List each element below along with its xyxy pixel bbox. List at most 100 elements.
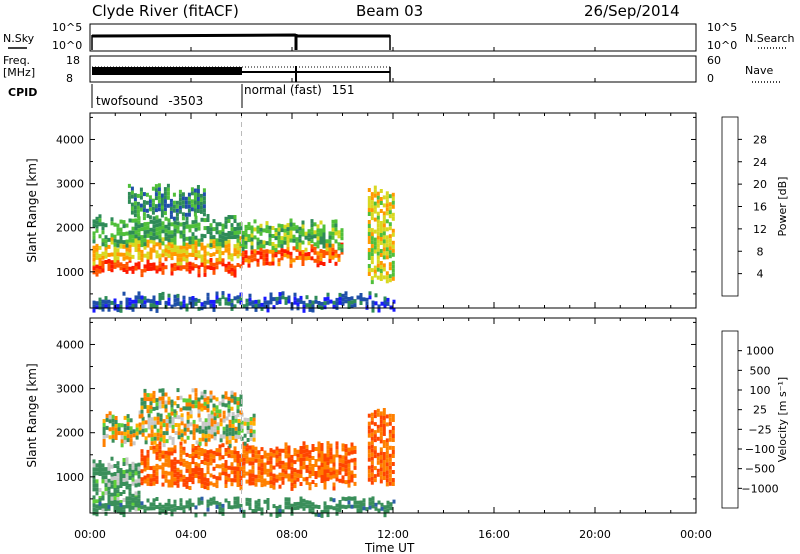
range-time-cell <box>162 423 166 428</box>
range-time-cell <box>382 424 386 428</box>
range-time-cell <box>266 452 270 457</box>
range-time-cell <box>215 245 219 250</box>
range-time-cell <box>137 236 141 241</box>
range-time-cell <box>155 227 159 232</box>
range-time-cell <box>185 504 189 509</box>
range-time-cell <box>133 197 137 202</box>
range-time-cell <box>243 433 247 438</box>
range-time-cell <box>128 256 132 261</box>
range-time-cell <box>152 449 156 454</box>
range-time-cell <box>146 498 150 503</box>
range-time-cell <box>197 497 201 502</box>
range-time-cell <box>328 239 332 244</box>
range-time-cell <box>101 264 105 269</box>
range-time-cell <box>370 472 374 477</box>
range-time-cell <box>243 441 247 446</box>
range-time-cell <box>308 486 312 491</box>
range-time-cell <box>173 445 177 450</box>
range-time-cell <box>277 262 281 267</box>
range-time-cell <box>254 446 258 451</box>
range-time-cell <box>299 500 303 505</box>
range-time-cell <box>233 231 237 235</box>
range-time-cell <box>209 266 213 270</box>
range-time-cell <box>248 502 252 507</box>
range-time-cell <box>169 210 173 215</box>
range-time-cell <box>230 394 234 399</box>
range-time-cell <box>119 476 123 480</box>
range-time-cell <box>252 437 256 442</box>
range-time-cell <box>158 230 162 235</box>
range-time-cell <box>277 223 281 228</box>
range-time-cell <box>374 502 378 507</box>
range-time-cell <box>164 404 168 409</box>
range-time-cell <box>151 198 155 203</box>
range-time-cell <box>98 297 102 302</box>
range-time-cell <box>341 297 345 302</box>
range-time-cell <box>275 478 279 483</box>
range-time-cell <box>301 240 305 245</box>
range-time-cell <box>233 500 237 505</box>
range-time-cell <box>313 246 317 251</box>
range-time-cell <box>174 423 178 427</box>
range-time-cell <box>269 476 273 481</box>
range-time-cell <box>262 261 266 266</box>
range-time-cell <box>98 501 102 506</box>
range-time-cell <box>304 256 308 261</box>
range-time-cell <box>108 415 112 420</box>
range-time-cell <box>212 244 216 249</box>
range-time-cell <box>391 482 395 486</box>
range-time-cell <box>120 435 124 440</box>
range-time-cell <box>95 508 99 513</box>
range-time-cell <box>236 496 240 501</box>
range-time-cell <box>161 249 165 254</box>
range-time-cell <box>281 509 285 514</box>
range-time-cell <box>113 504 117 508</box>
range-time-cell <box>173 302 177 307</box>
range-time-cell <box>249 437 253 441</box>
range-time-cell <box>110 480 114 485</box>
range-time-cell <box>388 278 392 283</box>
range-time-cell <box>122 474 126 478</box>
range-time-cell <box>338 292 342 297</box>
range-time-cell <box>224 248 228 253</box>
range-time-cell <box>293 502 297 507</box>
range-time-cell <box>98 253 102 258</box>
range-time-cell <box>163 187 167 192</box>
range-time-cell <box>187 204 191 209</box>
range-time-cell <box>183 423 187 428</box>
range-time-cell <box>173 507 177 512</box>
range-time-cell <box>391 248 395 253</box>
range-time-cell <box>230 257 234 262</box>
range-time-cell <box>323 477 327 482</box>
nsky-left-tick-bottom: 10^0 <box>52 39 82 52</box>
range-time-cell <box>191 304 195 308</box>
range-time-cell <box>256 229 260 234</box>
range-time-cell <box>215 484 219 489</box>
range-time-cell <box>152 232 156 237</box>
range-time-cell <box>131 465 135 470</box>
range-time-cell <box>102 427 106 431</box>
range-time-cell <box>207 425 211 430</box>
range-time-cell <box>240 420 244 425</box>
range-time-cell <box>250 225 254 230</box>
range-time-cell <box>371 304 375 309</box>
range-time-cell <box>200 217 204 222</box>
range-time-cell <box>382 408 386 412</box>
range-time-cell <box>98 222 102 227</box>
range-time-cell <box>323 485 327 490</box>
range-time-cell <box>125 461 129 466</box>
range-time-cell <box>173 469 177 474</box>
range-time-cell <box>320 471 324 475</box>
range-time-cell <box>239 466 243 471</box>
range-time-cell <box>280 244 284 249</box>
range-time-cell <box>134 226 138 231</box>
range-time-cell <box>140 477 144 482</box>
range-time-cell <box>173 244 177 248</box>
range-time-cell <box>206 214 210 218</box>
range-time-cell <box>227 473 231 478</box>
range-time-cell <box>116 489 120 494</box>
range-time-cell <box>266 308 270 313</box>
range-time-cell <box>138 426 142 431</box>
range-time-cell <box>331 251 335 256</box>
range-time-cell <box>155 308 159 313</box>
